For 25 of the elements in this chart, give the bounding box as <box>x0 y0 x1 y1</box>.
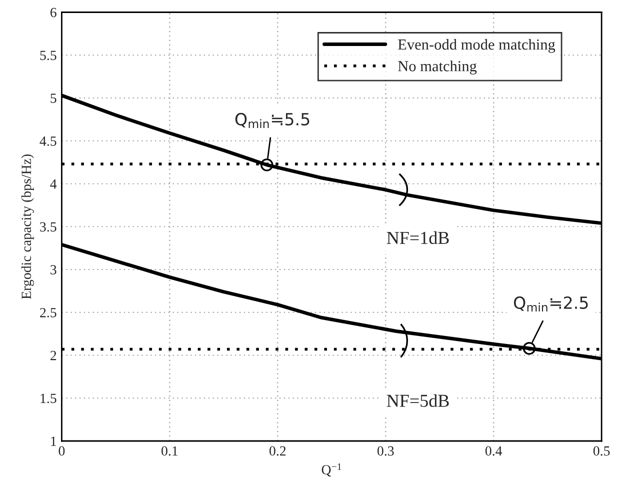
y-tick-label: 2 <box>50 350 56 360</box>
x-tick-label: 0.3 <box>377 446 394 456</box>
y-tick-label: 4 <box>50 179 57 189</box>
x-tick-label: 0.5 <box>593 446 610 456</box>
y-tick-label: 4.5 <box>40 136 56 146</box>
y-tick-label: 5 <box>50 94 56 103</box>
y-axis-title: Ergodic capacity (bps/Hz) <box>21 154 34 299</box>
x-axis-title: Q$^{−1}$ <box>322 463 342 477</box>
y-tick-label: 1.5 <box>40 394 56 404</box>
y-tick-label: 3.5 <box>40 222 56 232</box>
x-tick-label: 0 <box>58 446 65 456</box>
annotation: Q$_{min}$≒5.5 <box>235 112 310 128</box>
x-tick-label: 0.4 <box>485 446 502 456</box>
y-tick-label: 1 <box>51 436 56 446</box>
x-tick-label: 0.2 <box>270 446 286 456</box>
annotation: NF=5dB <box>386 394 449 407</box>
annotation: NF=1dB <box>386 231 449 244</box>
y-tick-label: 3 <box>50 265 56 274</box>
y-tick-label: 5.5 <box>40 50 56 60</box>
x-tick-label: 0.1 <box>162 446 178 456</box>
annotation: Q$_{min}$≒2.5 <box>514 296 588 312</box>
legend-label: No matching <box>398 60 477 74</box>
y-tick-label: 2.5 <box>40 308 56 318</box>
y-tick-label: 6 <box>50 8 56 18</box>
legend-label: Even-odd mode matching <box>398 38 556 53</box>
